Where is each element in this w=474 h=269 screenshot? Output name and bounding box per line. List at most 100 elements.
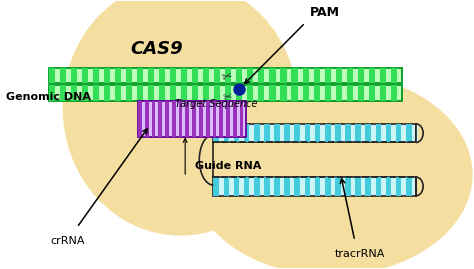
Bar [224, 177, 229, 196]
Bar [314, 85, 319, 101]
Bar [391, 85, 397, 101]
Bar [284, 124, 290, 143]
Bar [225, 85, 231, 101]
Bar [356, 124, 361, 143]
Bar [170, 68, 176, 83]
Bar [115, 68, 121, 83]
Bar [302, 85, 309, 101]
Bar [369, 68, 375, 83]
Bar [346, 85, 353, 101]
Text: ✂: ✂ [221, 70, 234, 85]
Bar [345, 124, 351, 143]
Bar [269, 85, 275, 101]
Bar [60, 68, 66, 83]
Bar [396, 124, 401, 143]
Bar [302, 68, 309, 83]
Bar [233, 101, 237, 137]
Ellipse shape [63, 0, 298, 236]
Bar [365, 177, 371, 196]
Text: tracrRNA: tracrRNA [334, 249, 385, 259]
Bar [181, 85, 187, 101]
Text: ✂: ✂ [222, 91, 233, 103]
Bar [258, 85, 264, 101]
Bar [305, 177, 310, 196]
Bar [281, 85, 287, 101]
Bar [148, 68, 154, 83]
Ellipse shape [190, 73, 473, 269]
Bar [214, 85, 220, 101]
Bar [213, 177, 416, 196]
Bar [416, 124, 419, 143]
Bar [336, 68, 342, 83]
Bar [48, 85, 402, 101]
Bar [315, 124, 320, 143]
Bar [203, 68, 209, 83]
Bar [244, 124, 249, 143]
Bar [126, 85, 132, 101]
Text: Guide RNA: Guide RNA [195, 161, 261, 171]
Bar [48, 68, 402, 83]
Bar [165, 101, 169, 137]
Bar [138, 101, 246, 137]
Bar [213, 124, 416, 143]
Bar [185, 101, 189, 137]
Bar [192, 68, 198, 83]
Bar [240, 101, 244, 137]
Bar [224, 124, 229, 143]
Bar [325, 124, 330, 143]
Bar [48, 68, 55, 83]
Bar [258, 68, 264, 83]
Bar [375, 124, 381, 143]
Bar [199, 101, 203, 137]
Bar [315, 177, 320, 196]
Bar [104, 68, 110, 83]
Text: Genomic DNA: Genomic DNA [6, 92, 91, 102]
Bar [335, 124, 341, 143]
Bar [212, 101, 216, 137]
Bar [172, 101, 176, 137]
Bar [60, 85, 66, 101]
Bar [93, 85, 99, 101]
Bar [391, 68, 397, 83]
Bar [225, 68, 231, 83]
Bar [71, 68, 77, 83]
Bar [104, 85, 110, 101]
Bar [179, 101, 182, 137]
Bar [159, 68, 165, 83]
Bar [158, 101, 162, 137]
Bar [234, 124, 239, 143]
Bar [254, 124, 260, 143]
Bar [406, 177, 411, 196]
Bar [206, 101, 210, 137]
Bar [264, 124, 270, 143]
Bar [325, 85, 331, 101]
Bar [358, 85, 364, 101]
Bar [138, 101, 142, 137]
Bar [345, 177, 351, 196]
Bar [192, 85, 198, 101]
Bar [219, 101, 223, 137]
Bar [264, 177, 270, 196]
Bar [234, 177, 239, 196]
Bar [386, 124, 392, 143]
Bar [314, 68, 319, 83]
Bar [192, 101, 196, 137]
Bar [284, 177, 290, 196]
Bar [236, 85, 242, 101]
Bar [380, 85, 386, 101]
Bar [82, 68, 88, 83]
Bar [386, 177, 392, 196]
Bar [365, 124, 371, 143]
Bar [48, 85, 55, 101]
Bar [181, 68, 187, 83]
Bar [71, 85, 77, 101]
Bar [145, 101, 148, 137]
Bar [336, 85, 342, 101]
Bar [247, 85, 254, 101]
Bar [170, 85, 176, 101]
Bar [294, 177, 300, 196]
Bar [346, 68, 353, 83]
Bar [254, 177, 260, 196]
Bar [82, 85, 88, 101]
Bar [325, 68, 331, 83]
